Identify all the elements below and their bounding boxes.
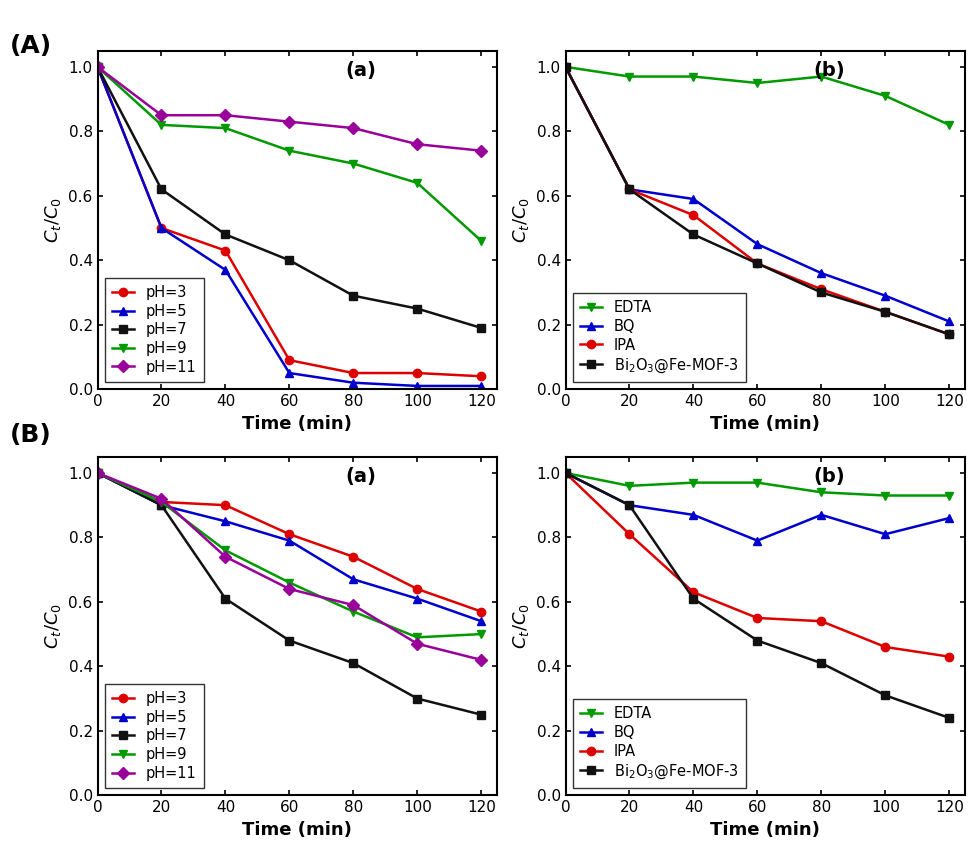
Text: (b): (b) [813,467,845,486]
X-axis label: Time (min): Time (min) [711,821,820,838]
Text: (B): (B) [10,423,52,447]
Legend: EDTA, BQ, IPA, Bi$_2$O$_3$@Fe-MOF-3: EDTA, BQ, IPA, Bi$_2$O$_3$@Fe-MOF-3 [572,699,746,788]
Legend: pH=3, pH=5, pH=7, pH=9, pH=11: pH=3, pH=5, pH=7, pH=9, pH=11 [104,277,204,382]
X-axis label: Time (min): Time (min) [243,415,352,432]
X-axis label: Time (min): Time (min) [243,821,352,838]
Text: (b): (b) [813,61,845,80]
Legend: EDTA, BQ, IPA, Bi$_2$O$_3$@Fe-MOF-3: EDTA, BQ, IPA, Bi$_2$O$_3$@Fe-MOF-3 [572,293,746,382]
Y-axis label: $C_t/C_0$: $C_t/C_0$ [511,603,530,649]
Y-axis label: $C_t/C_0$: $C_t/C_0$ [43,197,62,243]
Text: (a): (a) [345,61,376,80]
X-axis label: Time (min): Time (min) [711,415,820,432]
Y-axis label: $C_t/C_0$: $C_t/C_0$ [511,197,530,243]
Legend: pH=3, pH=5, pH=7, pH=9, pH=11: pH=3, pH=5, pH=7, pH=9, pH=11 [104,684,204,788]
Text: (a): (a) [345,467,376,486]
Y-axis label: $C_t/C_0$: $C_t/C_0$ [43,603,62,649]
Text: (A): (A) [10,34,52,58]
